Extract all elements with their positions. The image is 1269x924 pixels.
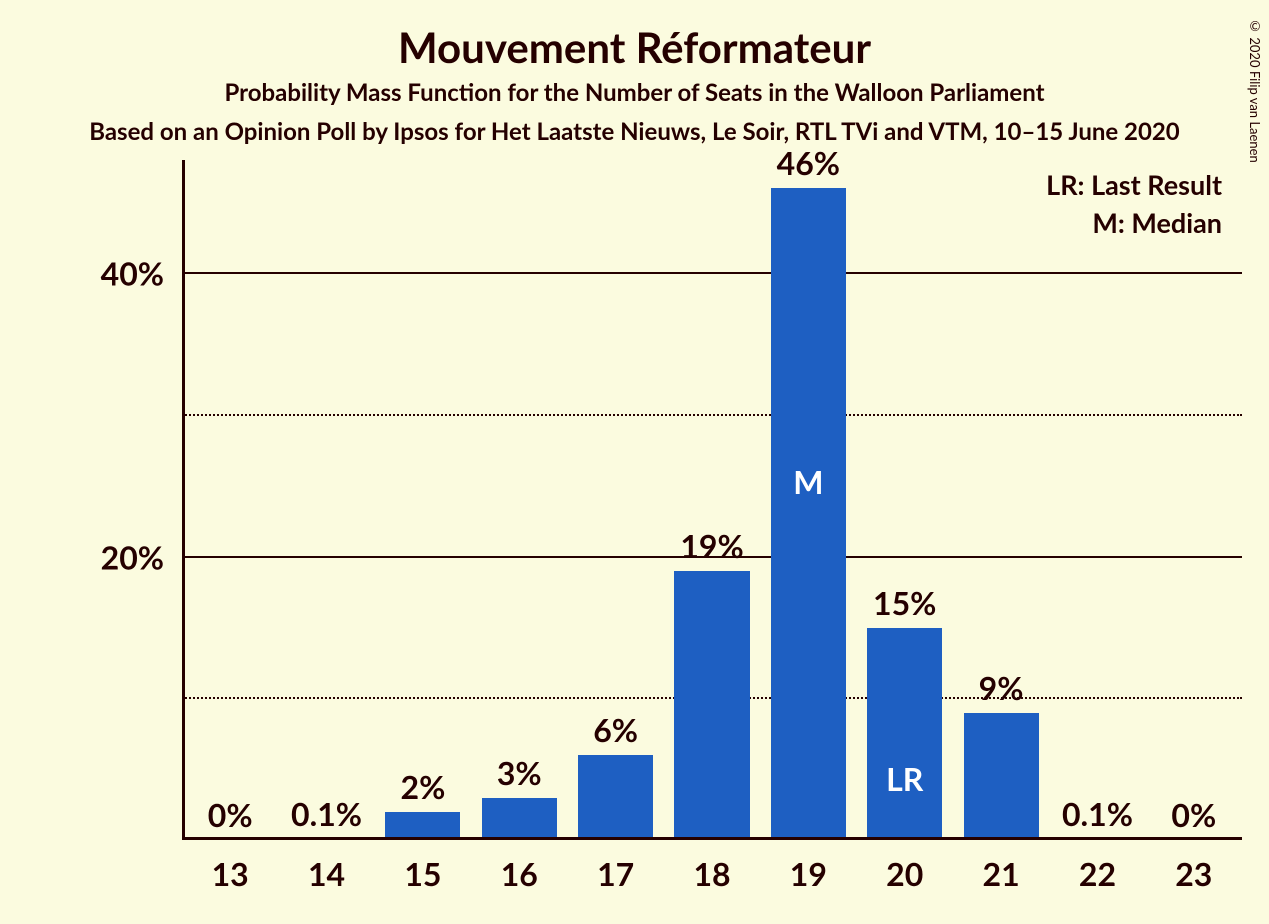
bar [578, 755, 653, 840]
x-tick-label: 13 [212, 854, 249, 893]
bar [867, 628, 942, 841]
bar [771, 188, 846, 840]
chart-subtitle-1: Probability Mass Function for the Number… [0, 78, 1269, 107]
bar-value-label: 6% [593, 710, 638, 749]
x-tick-label: 14 [308, 854, 345, 893]
x-axis [182, 837, 1242, 840]
legend-median: M: Median [1092, 206, 1222, 239]
bar-value-label: 9% [979, 668, 1024, 707]
bar [674, 571, 749, 840]
x-tick-label: 23 [1175, 854, 1212, 893]
bar [385, 812, 460, 840]
median-marker: M [793, 462, 823, 501]
y-tick-label: 40% [101, 254, 164, 293]
bar-value-label: 2% [401, 767, 446, 806]
x-tick-label: 19 [790, 854, 827, 893]
bar-value-label: 0.1% [1062, 794, 1133, 833]
x-tick-label: 20 [886, 854, 923, 893]
bar-value-label: 0.1% [291, 794, 362, 833]
bar [482, 798, 557, 841]
bar-value-label: 0% [208, 795, 253, 834]
last-result-marker: LR [886, 759, 923, 798]
bar-value-label: 3% [497, 753, 542, 792]
grid-line-minor [182, 414, 1242, 416]
bar-value-label: 19% [680, 526, 743, 565]
chart-canvas: Mouvement Réformateur Probability Mass F… [0, 0, 1269, 924]
y-tick-label: 20% [101, 537, 164, 576]
plot-area: 20%40%0%130.1%142%153%166%1719%1846%19M1… [182, 160, 1242, 840]
x-tick-label: 22 [1079, 854, 1116, 893]
chart-title: Mouvement Réformateur [0, 22, 1269, 72]
y-axis [182, 160, 185, 840]
x-tick-label: 21 [983, 854, 1020, 893]
bar [964, 713, 1039, 841]
x-tick-label: 18 [693, 854, 730, 893]
grid-line-major [182, 272, 1242, 274]
legend-last-result: LR: Last Result [1046, 168, 1222, 201]
x-tick-label: 17 [597, 854, 634, 893]
chart-subtitle-2: Based on an Opinion Poll by Ipsos for He… [0, 117, 1269, 146]
bar-value-label: 46% [777, 143, 840, 182]
bar-value-label: 0% [1171, 795, 1216, 834]
x-tick-label: 15 [404, 854, 441, 893]
copyright-label: © 2020 Filip van Laenen [1247, 18, 1263, 163]
bar-value-label: 15% [873, 583, 936, 622]
x-tick-label: 16 [501, 854, 538, 893]
